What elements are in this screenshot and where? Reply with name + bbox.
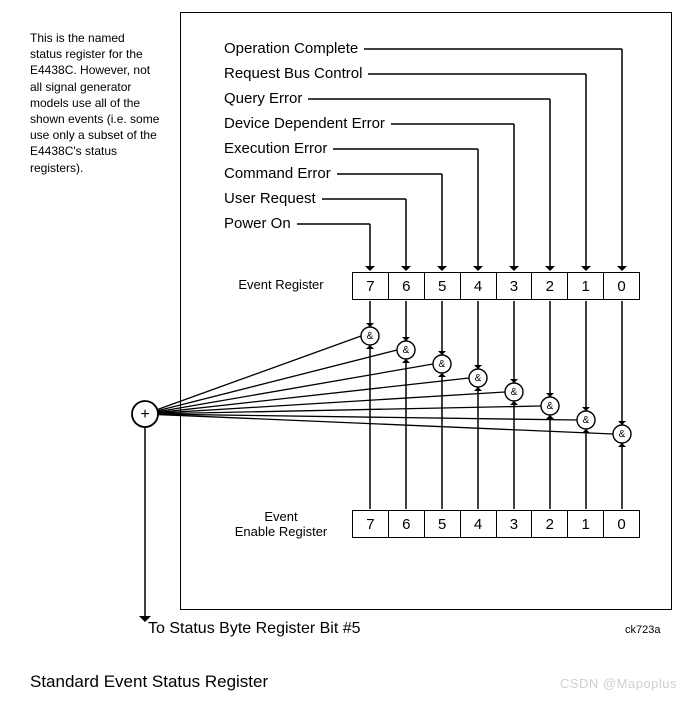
svg-text:&: &: [439, 359, 446, 370]
svg-text:&: &: [619, 429, 626, 440]
svg-text:&: &: [547, 401, 554, 412]
svg-text:&: &: [403, 345, 410, 356]
svg-text:&: &: [475, 373, 482, 384]
svg-text:&: &: [583, 415, 590, 426]
svg-text:&: &: [511, 387, 518, 398]
svg-text:&: &: [367, 331, 374, 342]
diagram-svg: & & & & & & & & +: [0, 0, 689, 701]
svg-text:+: +: [140, 406, 149, 423]
